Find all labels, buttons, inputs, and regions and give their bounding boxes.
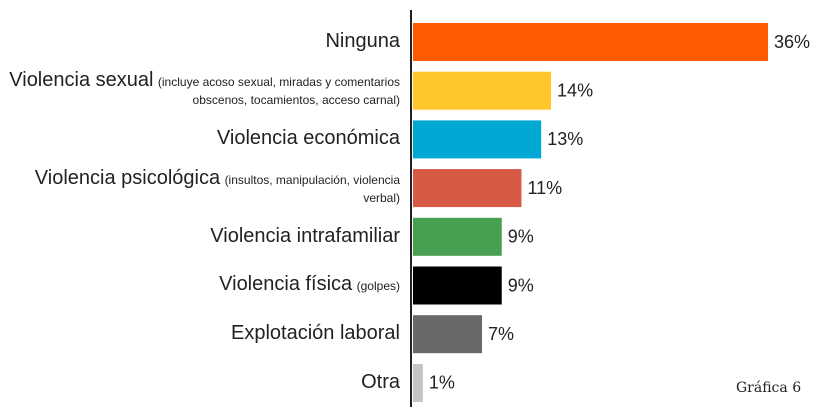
value-label: 36% (774, 32, 810, 52)
value-label: 9% (508, 275, 534, 295)
category-label: Ninguna (0, 30, 400, 52)
bar (413, 169, 522, 208)
bar (413, 71, 552, 110)
bar (413, 217, 502, 256)
category-name: Violencia sexual (9, 69, 154, 92)
bar (413, 363, 423, 402)
category-name: Ninguna (325, 30, 400, 52)
category-name: Violencia física (219, 273, 353, 295)
category-label: Explotación laboral (0, 322, 400, 345)
bar (413, 315, 483, 354)
value-label: 7% (488, 324, 514, 344)
category-label: Violencia intrafamiliar (0, 224, 400, 247)
bar (413, 266, 502, 305)
category-label: Violencia psicológica (insultos, manipul… (0, 166, 400, 207)
category-name: Violencia económica (216, 127, 400, 150)
bar (413, 23, 768, 61)
value-label: 9% (508, 227, 534, 247)
caption: Gráfica 6 (736, 380, 802, 396)
category-label: Otra (0, 370, 400, 393)
value-label: 14% (557, 80, 593, 100)
category-note: (golpes) (356, 279, 400, 293)
category-name: Otra (361, 370, 400, 393)
bar (413, 120, 542, 159)
category-note: (insultos, manipulación, violencia verba… (224, 172, 400, 205)
value-label: 13% (547, 129, 583, 149)
category-name: Violencia intrafamiliar (210, 224, 400, 247)
value-label: 11% (527, 178, 562, 198)
category-name: Violencia psicológica (34, 166, 221, 189)
category-label: Violencia física (golpes) (0, 273, 400, 295)
category-label: Violencia sexual (incluye acoso sexual, … (0, 69, 400, 109)
value-label: 1% (429, 373, 455, 393)
category-name: Explotación laboral (231, 322, 400, 345)
category-note: (incluye acoso sexual, miradas y comenta… (157, 75, 400, 108)
category-label: Violencia económica (0, 127, 400, 150)
